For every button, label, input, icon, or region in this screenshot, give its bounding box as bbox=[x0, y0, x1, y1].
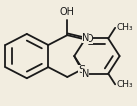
Text: CH₃: CH₃ bbox=[117, 23, 133, 32]
Text: S: S bbox=[78, 65, 85, 75]
Text: OH: OH bbox=[60, 7, 75, 17]
Text: N: N bbox=[82, 33, 89, 43]
Text: O: O bbox=[86, 34, 93, 44]
Text: N: N bbox=[82, 69, 89, 79]
Text: CH₃: CH₃ bbox=[117, 80, 133, 89]
